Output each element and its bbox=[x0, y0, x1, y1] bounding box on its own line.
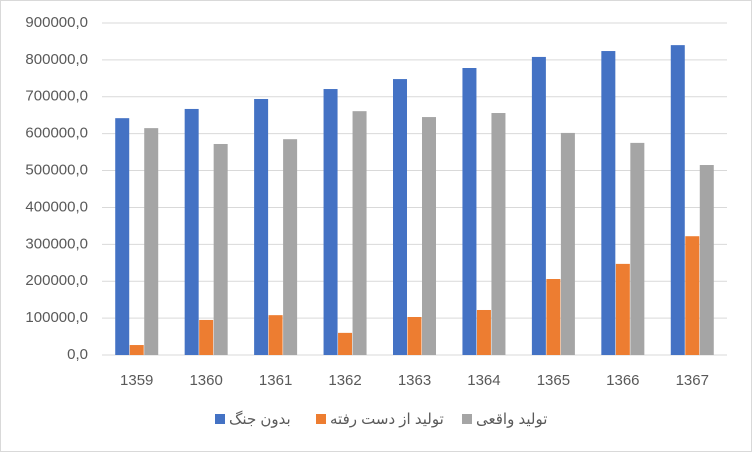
x-tick-label: 1362 bbox=[328, 372, 361, 389]
bar bbox=[129, 345, 144, 355]
legend-swatch bbox=[215, 414, 225, 424]
bar bbox=[213, 143, 228, 355]
bar bbox=[254, 98, 269, 355]
bar bbox=[685, 236, 700, 355]
bar bbox=[352, 111, 367, 355]
bar bbox=[393, 79, 407, 356]
bar bbox=[422, 117, 436, 355]
x-tick-label: 1367 bbox=[676, 372, 709, 389]
bar bbox=[615, 263, 630, 355]
y-tick-label: 0,0 bbox=[67, 346, 88, 363]
bar bbox=[630, 142, 645, 355]
bar bbox=[476, 309, 491, 355]
y-tick-label: 300000,0 bbox=[25, 235, 88, 252]
bar bbox=[115, 118, 130, 355]
bar bbox=[491, 113, 506, 356]
bar bbox=[699, 165, 714, 355]
legend-label: تولید از دست رفته bbox=[330, 411, 444, 428]
y-tick-label: 800000,0 bbox=[25, 51, 88, 68]
bar bbox=[199, 319, 214, 355]
legend-swatch bbox=[462, 414, 472, 424]
bar bbox=[268, 315, 283, 355]
bar bbox=[338, 332, 353, 355]
x-tick-label: 1364 bbox=[467, 372, 500, 389]
x-tick-label: 1363 bbox=[398, 372, 431, 389]
y-tick-label: 200000,0 bbox=[25, 272, 88, 289]
x-tick-label: 1366 bbox=[606, 372, 639, 389]
x-tick-label: 1365 bbox=[537, 372, 570, 389]
bar bbox=[546, 279, 561, 355]
bar bbox=[184, 108, 199, 355]
y-tick-label: 100000,0 bbox=[25, 309, 88, 326]
bar bbox=[601, 51, 616, 356]
bar bbox=[144, 128, 159, 355]
x-tick-label: 1359 bbox=[120, 372, 153, 389]
bar bbox=[462, 68, 477, 355]
legend-swatch bbox=[316, 414, 326, 424]
bar bbox=[531, 56, 546, 356]
x-tick-label: 1360 bbox=[189, 372, 222, 389]
bar bbox=[560, 132, 575, 355]
bar bbox=[283, 139, 298, 355]
legend-label: بدون جنگ bbox=[229, 410, 291, 428]
y-tick-label: 900000,0 bbox=[25, 14, 88, 31]
y-tick-label: 600000,0 bbox=[25, 125, 88, 142]
y-tick-label: 500000,0 bbox=[25, 162, 88, 179]
x-tick-label: 1361 bbox=[259, 372, 292, 389]
bar bbox=[407, 317, 422, 355]
y-tick-label: 400000,0 bbox=[25, 198, 88, 215]
bar bbox=[670, 45, 685, 356]
y-tick-label: 700000,0 bbox=[25, 88, 88, 105]
legend-label: تولید واقعی bbox=[476, 411, 547, 428]
bar bbox=[323, 89, 338, 355]
